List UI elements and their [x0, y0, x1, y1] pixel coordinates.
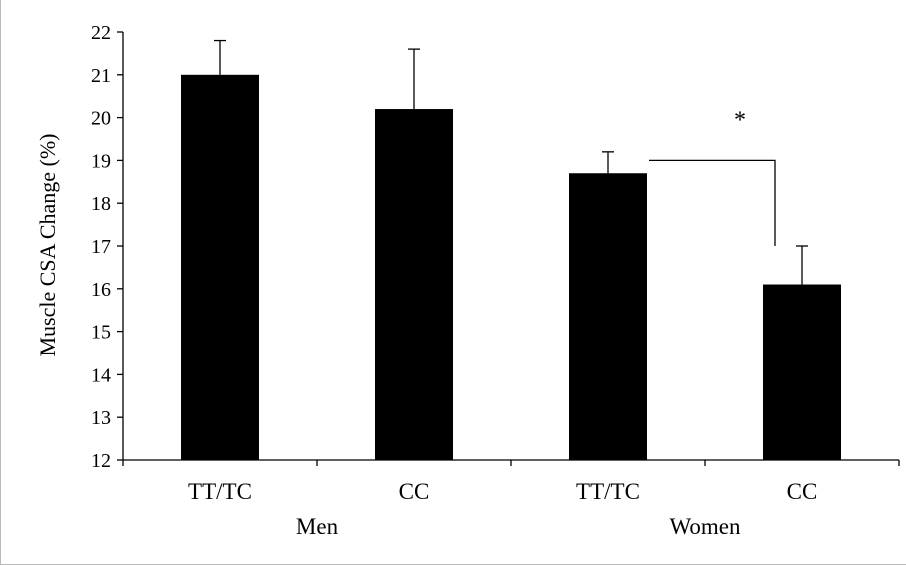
y-tick-label: 17: [91, 236, 111, 258]
bar: [181, 74, 259, 461]
y-tick-label: 20: [91, 108, 111, 130]
y-axis-label: Muscle CSA Change (%): [35, 133, 60, 356]
bar: [569, 173, 647, 461]
bar: [375, 109, 453, 460]
y-tick-label: 18: [91, 193, 111, 215]
x-tick-label: TT/TC: [188, 479, 252, 504]
x-tick-label: TT/TC: [576, 479, 640, 504]
y-tick-label: 13: [91, 407, 111, 429]
error-bars: [214, 39, 808, 285]
group-label: Women: [670, 514, 741, 539]
y-tick-label: 22: [91, 22, 111, 44]
significance-marker: *: [734, 107, 746, 133]
y-tick-label: 12: [91, 450, 111, 472]
x-tick-label: CC: [787, 479, 818, 504]
significance-bracket: [649, 159, 776, 246]
bars: [181, 74, 841, 461]
y-tick-label: 21: [91, 65, 111, 87]
y-tick-label: 15: [91, 322, 111, 344]
y-tick-label: 14: [91, 364, 111, 386]
x-tick-label: CC: [399, 479, 430, 504]
bar: [763, 284, 841, 460]
y-tick-label: 16: [91, 279, 111, 301]
y-tick-label: 19: [91, 150, 111, 172]
group-label: Men: [296, 514, 339, 539]
annotations: *: [649, 107, 776, 246]
